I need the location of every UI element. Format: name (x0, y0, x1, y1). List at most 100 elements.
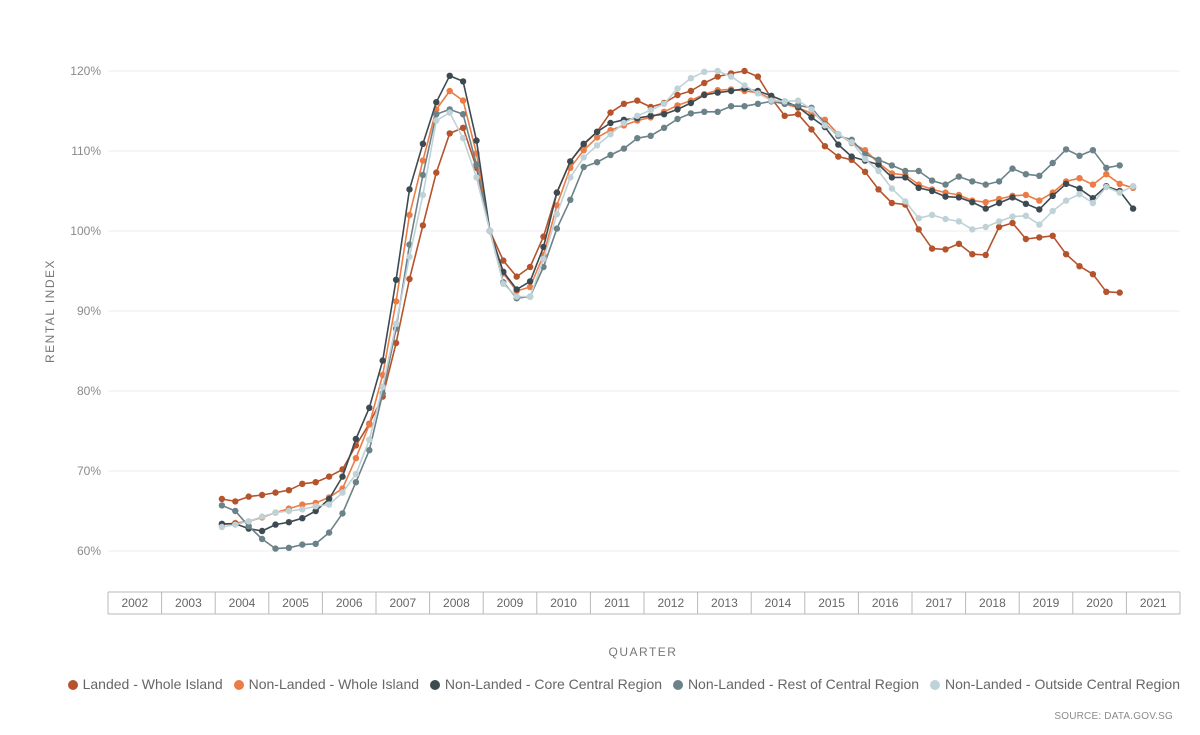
data-point[interactable] (433, 99, 440, 106)
data-point[interactable] (526, 278, 534, 285)
data-point[interactable] (701, 79, 708, 87)
data-point[interactable] (1036, 221, 1043, 228)
data-point[interactable] (285, 519, 293, 526)
data-point[interactable] (687, 75, 695, 82)
data-point[interactable] (553, 189, 561, 196)
data-point[interactable] (1022, 171, 1030, 178)
data-point[interactable] (513, 286, 520, 293)
legend-item-non-landed-outside-central[interactable]: Non-Landed - Outside Central Region (929, 676, 1180, 692)
data-point[interactable] (687, 110, 695, 117)
data-point[interactable] (741, 82, 748, 89)
data-point[interactable] (794, 97, 802, 104)
data-point[interactable] (674, 91, 681, 99)
data-point[interactable] (928, 211, 936, 219)
data-point[interactable] (1022, 200, 1030, 207)
data-point[interactable] (928, 177, 936, 184)
data-point[interactable] (902, 198, 909, 205)
data-point[interactable] (593, 128, 601, 135)
data-point[interactable] (580, 140, 587, 147)
data-point[interactable] (526, 293, 534, 300)
data-point[interactable] (312, 479, 319, 486)
data-point[interactable] (1089, 147, 1097, 154)
data-point[interactable] (379, 383, 386, 391)
data-point[interactable] (593, 142, 601, 149)
data-point[interactable] (701, 91, 708, 99)
data-point[interactable] (486, 227, 494, 235)
data-point[interactable] (419, 222, 427, 229)
data-point[interactable] (299, 515, 306, 522)
data-point[interactable] (553, 211, 561, 218)
data-point[interactable] (620, 100, 628, 108)
data-point[interactable] (1076, 263, 1083, 270)
data-point[interactable] (567, 174, 574, 181)
data-point[interactable] (433, 169, 440, 176)
data-point[interactable] (325, 473, 333, 480)
data-point[interactable] (875, 186, 882, 193)
data-point[interactable] (754, 73, 762, 80)
data-point[interactable] (1062, 251, 1070, 258)
data-point[interactable] (1089, 199, 1097, 207)
data-point[interactable] (218, 495, 226, 503)
data-point[interactable] (1076, 191, 1083, 198)
data-point[interactable] (741, 67, 748, 75)
data-point[interactable] (647, 112, 654, 120)
data-point[interactable] (808, 114, 815, 121)
data-point[interactable] (861, 168, 869, 175)
data-point[interactable] (835, 153, 842, 160)
data-point[interactable] (299, 506, 306, 513)
data-point[interactable] (875, 156, 882, 163)
data-point[interactable] (526, 283, 534, 291)
data-point[interactable] (272, 489, 279, 496)
data-point[interactable] (634, 97, 641, 104)
data-point[interactable] (232, 507, 239, 515)
legend-item-non-landed-rest-of-central[interactable]: Non-Landed - Rest of Central Region (672, 676, 919, 692)
data-point[interactable] (285, 507, 293, 515)
data-point[interactable] (1129, 183, 1137, 190)
data-point[interactable] (312, 507, 319, 515)
data-point[interactable] (500, 257, 507, 264)
data-point[interactable] (969, 226, 976, 233)
data-point[interactable] (1076, 152, 1083, 159)
data-point[interactable] (1103, 171, 1110, 178)
data-point[interactable] (352, 471, 360, 478)
data-point[interactable] (995, 199, 1003, 207)
data-point[interactable] (446, 72, 453, 80)
data-point[interactable] (969, 178, 976, 185)
data-point[interactable] (379, 357, 386, 364)
data-point[interactable] (325, 529, 333, 536)
data-point[interactable] (634, 112, 641, 120)
data-point[interactable] (768, 97, 775, 104)
data-point[interactable] (406, 186, 413, 193)
data-point[interactable] (995, 223, 1003, 231)
data-point[interactable] (459, 78, 467, 85)
data-point[interactable] (272, 509, 279, 516)
data-point[interactable] (366, 421, 373, 428)
data-point[interactable] (1116, 162, 1123, 169)
data-point[interactable] (995, 218, 1003, 225)
data-point[interactable] (459, 97, 467, 104)
data-point[interactable] (285, 544, 293, 551)
data-point[interactable] (513, 293, 520, 300)
data-point[interactable] (1009, 194, 1016, 201)
data-point[interactable] (1036, 206, 1043, 213)
data-point[interactable] (419, 171, 427, 179)
data-point[interactable] (285, 487, 293, 494)
data-point[interactable] (1022, 191, 1030, 199)
data-point[interactable] (1089, 271, 1097, 278)
data-point[interactable] (982, 205, 989, 212)
data-point[interactable] (982, 199, 989, 206)
data-point[interactable] (768, 92, 775, 100)
data-point[interactable] (1009, 213, 1016, 220)
data-point[interactable] (781, 98, 788, 105)
data-point[interactable] (433, 117, 440, 124)
data-point[interactable] (955, 194, 963, 201)
data-point[interactable] (352, 455, 360, 462)
data-point[interactable] (888, 174, 896, 181)
data-point[interactable] (835, 141, 842, 148)
data-point[interactable] (513, 273, 520, 280)
data-point[interactable] (1129, 205, 1137, 212)
data-point[interactable] (1049, 207, 1056, 215)
data-point[interactable] (446, 87, 453, 95)
data-point[interactable] (835, 131, 842, 138)
data-point[interactable] (754, 100, 762, 108)
